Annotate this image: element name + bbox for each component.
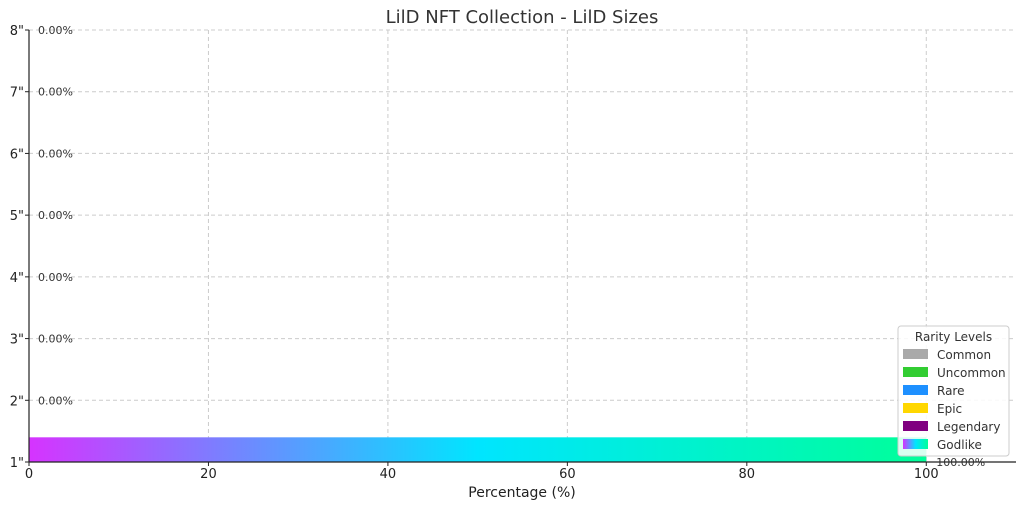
legend-entry-label: Uncommon [937, 366, 1006, 380]
chart-title: LilD NFT Collection - LilD Sizes [386, 7, 659, 28]
legend-swatch [903, 349, 928, 359]
y-tick-label: 3" [10, 333, 24, 348]
x-axis-label: Percentage (%) [468, 485, 575, 501]
y-tick-label: 4" [10, 271, 24, 286]
legend-entry-label: Epic [937, 402, 962, 416]
legend: Rarity Levels Common Uncommon Rare Epic Legen… [897, 325, 1010, 457]
legend-swatch [903, 421, 928, 431]
bar-value-label: 0.00% [38, 147, 73, 160]
legend-entry-label: Godlike [937, 438, 982, 452]
bar-value-label: 100.00% [936, 456, 985, 469]
x-tick-label: 40 [380, 467, 397, 482]
x-tick-label: 0 [25, 467, 33, 482]
legend-title: Rarity Levels [915, 330, 992, 344]
y-tick-label: 5" [10, 209, 24, 224]
bar-value-label: 0.00% [38, 24, 73, 37]
bar-value-label: 0.00% [38, 333, 73, 346]
y-tick-label: 1" [10, 456, 24, 471]
y-tick-label: 8" [10, 24, 24, 39]
x-tick-label: 100 [914, 467, 939, 482]
legend-entry-label: Legendary [937, 420, 1000, 434]
x-tick-label: 20 [200, 467, 217, 482]
y-tick-label: 7" [10, 86, 24, 101]
bar-value-label: 0.00% [38, 86, 73, 99]
legend-entry-label: Common [937, 348, 991, 362]
legend-entry-label: Rare [937, 384, 964, 398]
x-tick-label: 60 [559, 467, 576, 482]
bar-value-label: 0.00% [38, 271, 73, 284]
legend-swatch [903, 403, 928, 413]
bar-value-label: 0.00% [38, 209, 73, 222]
y-tick-label: 6" [10, 147, 24, 162]
y-tick-label: 2" [10, 394, 24, 409]
bar [29, 437, 927, 462]
x-tick-label: 80 [739, 467, 756, 482]
legend-swatch [903, 385, 928, 395]
legend-swatch [903, 367, 928, 377]
legend-swatch [903, 439, 928, 449]
bar-value-label: 0.00% [38, 394, 73, 407]
